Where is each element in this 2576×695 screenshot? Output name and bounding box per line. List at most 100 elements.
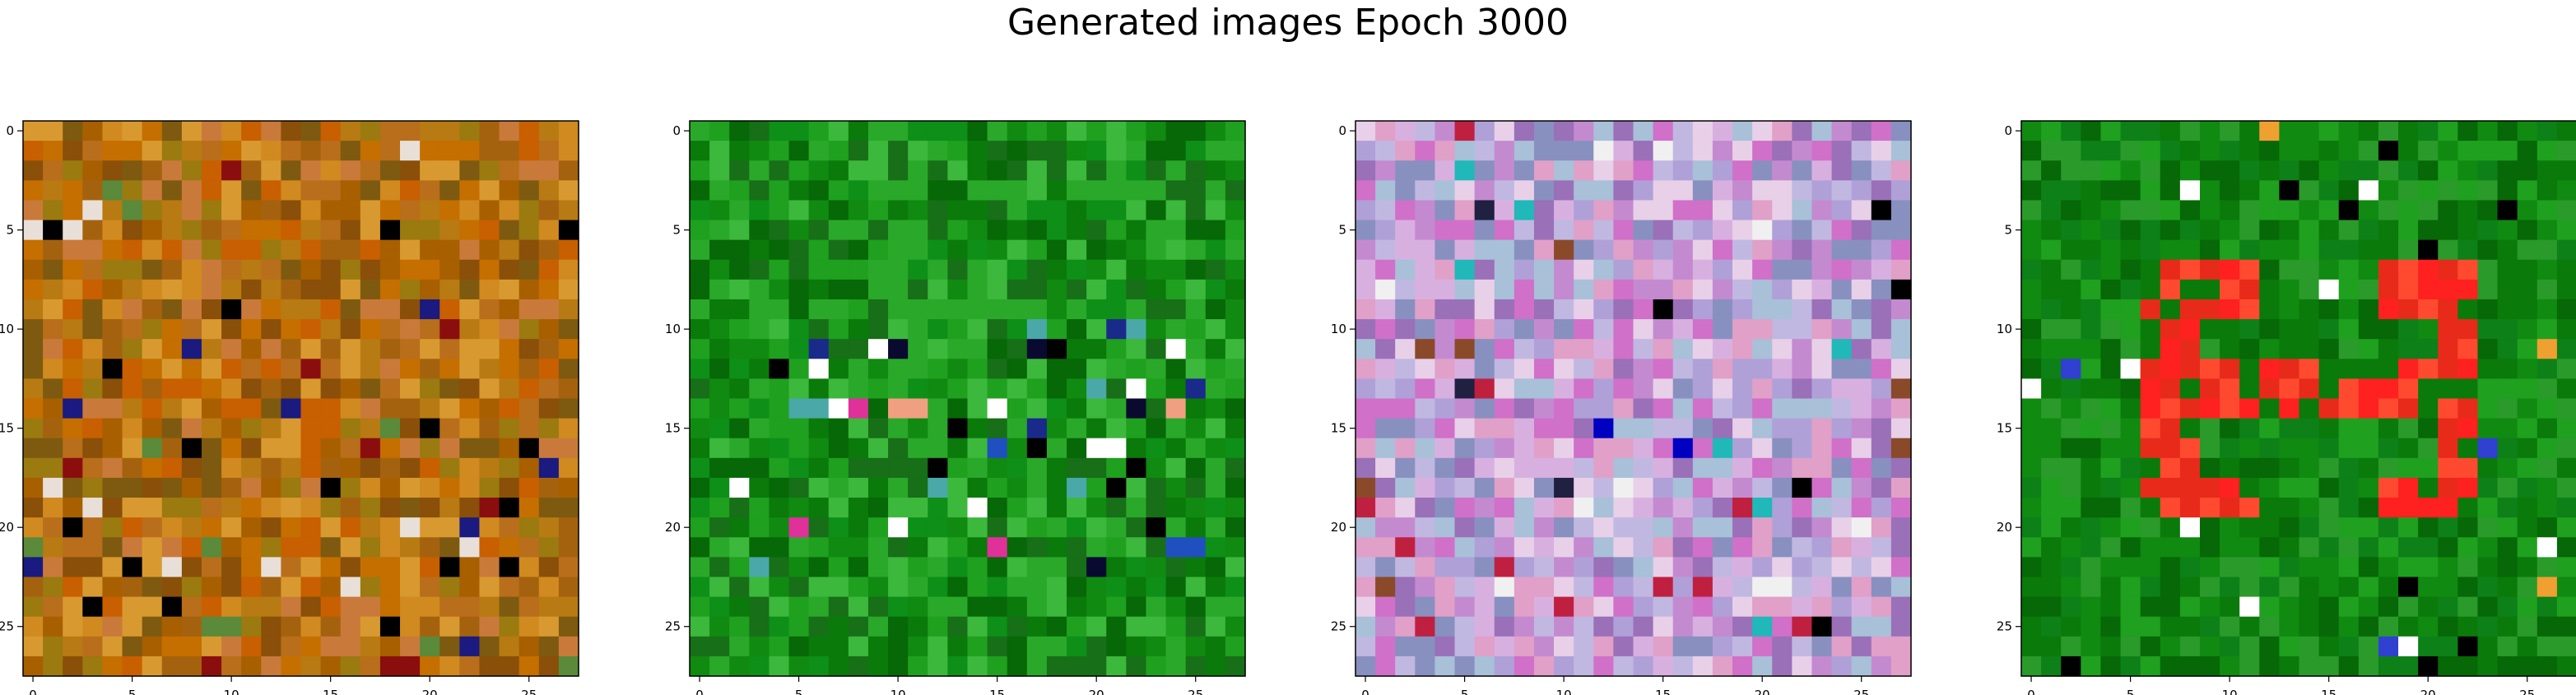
pixel [300, 636, 322, 657]
pixel [261, 239, 281, 261]
pixel [2041, 160, 2062, 181]
pixel [320, 180, 342, 202]
pixel [1415, 259, 1436, 280]
pixel [729, 339, 750, 359]
pixel [1871, 477, 1892, 498]
pixel [479, 339, 500, 359]
pixel [1126, 220, 1147, 241]
y-tick-label: 10 [1997, 322, 2012, 336]
pixel [360, 339, 381, 359]
pixel [1613, 557, 1634, 578]
pixel [1126, 656, 1147, 677]
pixel [2477, 160, 2499, 181]
pixel [1146, 616, 1167, 637]
pixel [1126, 636, 1147, 657]
pixel [518, 259, 540, 280]
pixel [1692, 477, 1713, 498]
pixel [967, 636, 988, 657]
pixel [2179, 517, 2201, 538]
pixel [1712, 498, 1733, 518]
pixel [928, 596, 948, 618]
pixel [261, 616, 281, 637]
pixel [1355, 577, 1376, 598]
pixel [1205, 339, 1226, 359]
pixel [2358, 200, 2379, 221]
pixel [261, 259, 281, 280]
pixel [181, 418, 202, 439]
pixel [709, 577, 730, 598]
pixel [23, 180, 44, 202]
pixel [1494, 279, 1515, 300]
pixel [1007, 259, 1028, 280]
pixel [2398, 636, 2419, 657]
pixel [459, 200, 481, 221]
pixel [122, 220, 143, 241]
pixel [2061, 498, 2081, 518]
pixel [2398, 398, 2419, 419]
pixel [769, 121, 790, 141]
pixel [1474, 339, 1495, 359]
pixel [360, 398, 381, 419]
pixel [1692, 239, 1713, 261]
pixel [43, 616, 63, 637]
pixel [420, 220, 440, 241]
pixel [1871, 596, 1892, 618]
pixel [1712, 121, 1733, 141]
pixel [1871, 636, 1892, 657]
pixel [2556, 319, 2576, 340]
pixel [1633, 636, 1654, 657]
pixel [2477, 220, 2499, 241]
pixel [360, 299, 381, 320]
pixel [102, 239, 123, 261]
pixel [2179, 636, 2201, 657]
pixel [2477, 378, 2499, 400]
pixel [2220, 339, 2240, 359]
pixel [947, 418, 969, 439]
pixel [1007, 636, 1028, 657]
pixel [1514, 656, 1535, 677]
pixel [1851, 398, 1872, 419]
pixel [828, 656, 849, 677]
pixel [2279, 160, 2300, 181]
x-tick-label: 15 [323, 688, 338, 695]
pixel [538, 141, 560, 161]
pixel [947, 259, 969, 280]
pixel [1165, 160, 1187, 181]
pixel [2279, 359, 2300, 379]
pixel [1185, 398, 1207, 419]
pixel [1653, 239, 1674, 261]
pixel [749, 359, 770, 379]
pixel [82, 457, 104, 479]
pixel [1225, 141, 1246, 161]
pixel [2140, 378, 2161, 400]
pixel [379, 279, 401, 300]
pixel [2398, 557, 2419, 578]
pixel [1494, 259, 1515, 280]
pixel [1086, 577, 1107, 598]
pixel [867, 457, 889, 479]
pixel [808, 141, 830, 161]
pixel [828, 457, 849, 479]
pixel [538, 121, 560, 141]
pixel [709, 517, 730, 538]
pixel [769, 457, 790, 479]
pixel [2140, 200, 2161, 221]
pixel [161, 418, 183, 439]
pixel [967, 596, 988, 618]
pixel [2021, 537, 2042, 558]
pixel [1395, 636, 1416, 657]
pixel [340, 477, 361, 498]
pixel [181, 220, 202, 241]
pixel [1514, 299, 1535, 320]
pixel [1185, 378, 1207, 400]
pixel [1225, 616, 1246, 637]
x-tick-label: 20 [1089, 688, 1104, 695]
pixel [1415, 359, 1436, 379]
pixel [2358, 299, 2379, 320]
pixel [201, 636, 222, 657]
pixel [2061, 220, 2081, 241]
pixel [2041, 498, 2062, 518]
pixel [1752, 557, 1773, 578]
pixel [379, 141, 401, 161]
pixel [1811, 279, 1833, 300]
